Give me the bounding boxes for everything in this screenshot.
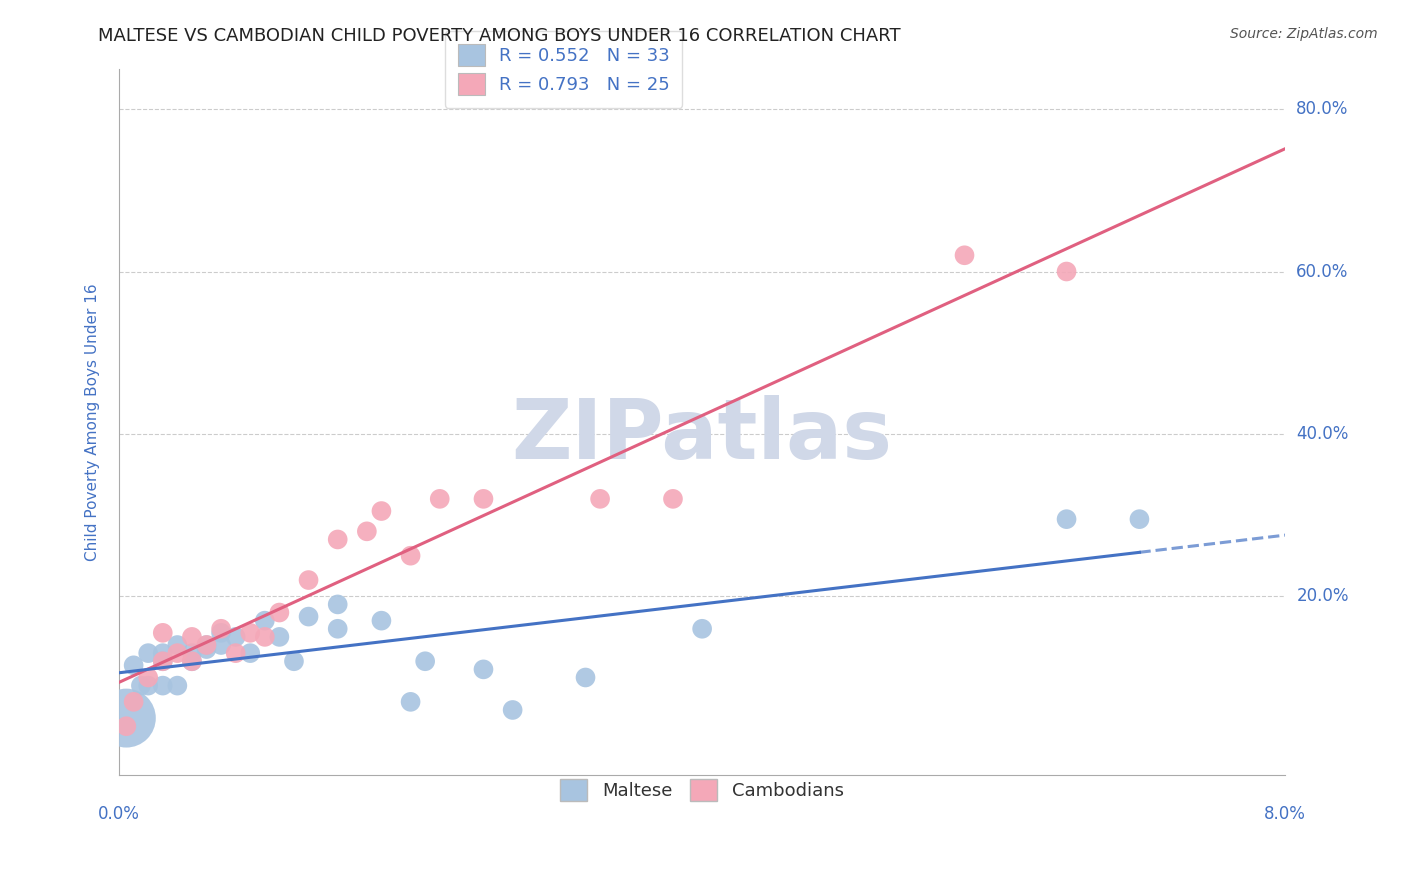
Point: [953, 248, 976, 262]
Point: [115, 711, 138, 725]
Point: [472, 662, 495, 676]
Point: [283, 654, 305, 668]
Point: [152, 646, 174, 660]
Point: [195, 638, 218, 652]
Point: [472, 491, 495, 506]
Point: [662, 491, 685, 506]
Point: [429, 491, 451, 506]
Point: [225, 646, 247, 660]
Point: [399, 695, 422, 709]
Point: [690, 622, 713, 636]
Text: 40.0%: 40.0%: [1296, 425, 1348, 443]
Point: [209, 622, 232, 636]
Text: 60.0%: 60.0%: [1296, 262, 1348, 280]
Point: [136, 679, 159, 693]
Point: [1056, 264, 1078, 278]
Point: [181, 654, 204, 668]
Point: [115, 719, 138, 733]
Point: [181, 646, 204, 660]
Point: [370, 614, 392, 628]
Point: [413, 654, 436, 668]
Point: [181, 630, 204, 644]
Point: [122, 695, 145, 709]
Point: [166, 679, 188, 693]
Point: [195, 642, 218, 657]
Text: MALTESE VS CAMBODIAN CHILD POVERTY AMONG BOYS UNDER 16 CORRELATION CHART: MALTESE VS CAMBODIAN CHILD POVERTY AMONG…: [98, 27, 901, 45]
Point: [297, 609, 319, 624]
Y-axis label: Child Poverty Among Boys Under 16: Child Poverty Among Boys Under 16: [86, 283, 100, 560]
Point: [502, 703, 524, 717]
Point: [574, 671, 596, 685]
Point: [122, 658, 145, 673]
Point: [209, 638, 232, 652]
Point: [239, 625, 262, 640]
Point: [195, 638, 218, 652]
Point: [225, 630, 247, 644]
Point: [129, 679, 152, 693]
Point: [239, 646, 262, 660]
Point: [152, 654, 174, 668]
Legend: Maltese, Cambodians: Maltese, Cambodians: [553, 772, 851, 808]
Text: ZIPatlas: ZIPatlas: [512, 395, 893, 476]
Point: [326, 622, 349, 636]
Point: [152, 679, 174, 693]
Point: [326, 598, 349, 612]
Point: [356, 524, 378, 539]
Point: [166, 638, 188, 652]
Point: [399, 549, 422, 563]
Point: [152, 654, 174, 668]
Point: [136, 646, 159, 660]
Text: 80.0%: 80.0%: [1296, 100, 1348, 118]
Point: [269, 630, 291, 644]
Point: [166, 646, 188, 660]
Point: [1056, 512, 1078, 526]
Text: 0.0%: 0.0%: [98, 805, 141, 823]
Point: [136, 671, 159, 685]
Point: [370, 504, 392, 518]
Point: [1128, 512, 1150, 526]
Point: [326, 533, 349, 547]
Point: [269, 606, 291, 620]
Text: Source: ZipAtlas.com: Source: ZipAtlas.com: [1230, 27, 1378, 41]
Point: [589, 491, 612, 506]
Point: [152, 625, 174, 640]
Point: [253, 630, 276, 644]
Point: [209, 625, 232, 640]
Point: [181, 654, 204, 668]
Text: 20.0%: 20.0%: [1296, 587, 1348, 606]
Point: [297, 573, 319, 587]
Text: 8.0%: 8.0%: [1264, 805, 1306, 823]
Point: [253, 614, 276, 628]
